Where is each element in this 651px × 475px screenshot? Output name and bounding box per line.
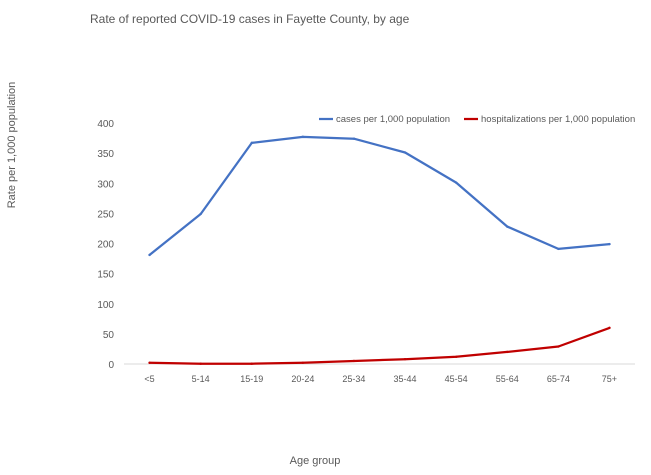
y-tick-label: 200 — [97, 240, 114, 251]
series-2-point — [454, 355, 458, 358]
x-tick-label: 25-34 — [342, 374, 365, 384]
x-tick-label: 20-24 — [291, 374, 314, 384]
y-tick-label: 300 — [97, 179, 114, 190]
series-1-point — [608, 242, 611, 246]
series-2-point — [301, 361, 305, 364]
series-1-point — [199, 212, 202, 216]
y-tick-label: 100 — [97, 300, 114, 311]
series-line-2 — [148, 326, 611, 365]
series-1-point — [454, 181, 458, 184]
series-2-point — [608, 326, 611, 330]
y-tick-label: 400 — [97, 119, 114, 130]
series-line-1 — [148, 135, 611, 257]
series-1-point — [148, 253, 151, 257]
series-1-point — [506, 225, 509, 228]
x-tick-label: 35-44 — [394, 374, 417, 384]
series-2-point — [557, 345, 560, 348]
x-axis-label: Age group — [289, 455, 341, 467]
x-tick-label: 45-54 — [445, 374, 468, 384]
x-tick-label: 65-74 — [547, 374, 570, 384]
x-tick-label: 55-64 — [496, 374, 519, 384]
legend-label-2: hospitalizations per 1,000 population — [481, 114, 635, 125]
y-tick-label: 50 — [103, 330, 115, 341]
series-2-point — [506, 350, 509, 354]
series-2-point — [352, 359, 356, 363]
x-tick-label: 15-19 — [240, 374, 263, 384]
series-1-point — [352, 137, 356, 140]
series-2-point — [403, 357, 407, 361]
series-1-point — [301, 135, 305, 139]
y-tick-label: 250 — [97, 209, 114, 220]
series-2-point — [148, 361, 151, 364]
series-1-point — [403, 151, 407, 154]
series-1-point — [557, 247, 560, 251]
x-tick-label: <5 — [144, 374, 154, 384]
x-tick-label: 75+ — [602, 374, 617, 384]
series-2-point — [199, 362, 202, 365]
legend-label-1: cases per 1,000 population — [336, 114, 450, 125]
y-tick-label: 350 — [97, 149, 114, 160]
series-1-point — [250, 141, 253, 145]
y-tick-label: 0 — [108, 360, 114, 371]
series-2-point — [250, 362, 253, 365]
x-tick-label: 5-14 — [192, 374, 210, 384]
chart-title: Rate of reported COVID-19 cases in Fayet… — [90, 12, 410, 26]
y-tick-label: 150 — [97, 270, 114, 281]
